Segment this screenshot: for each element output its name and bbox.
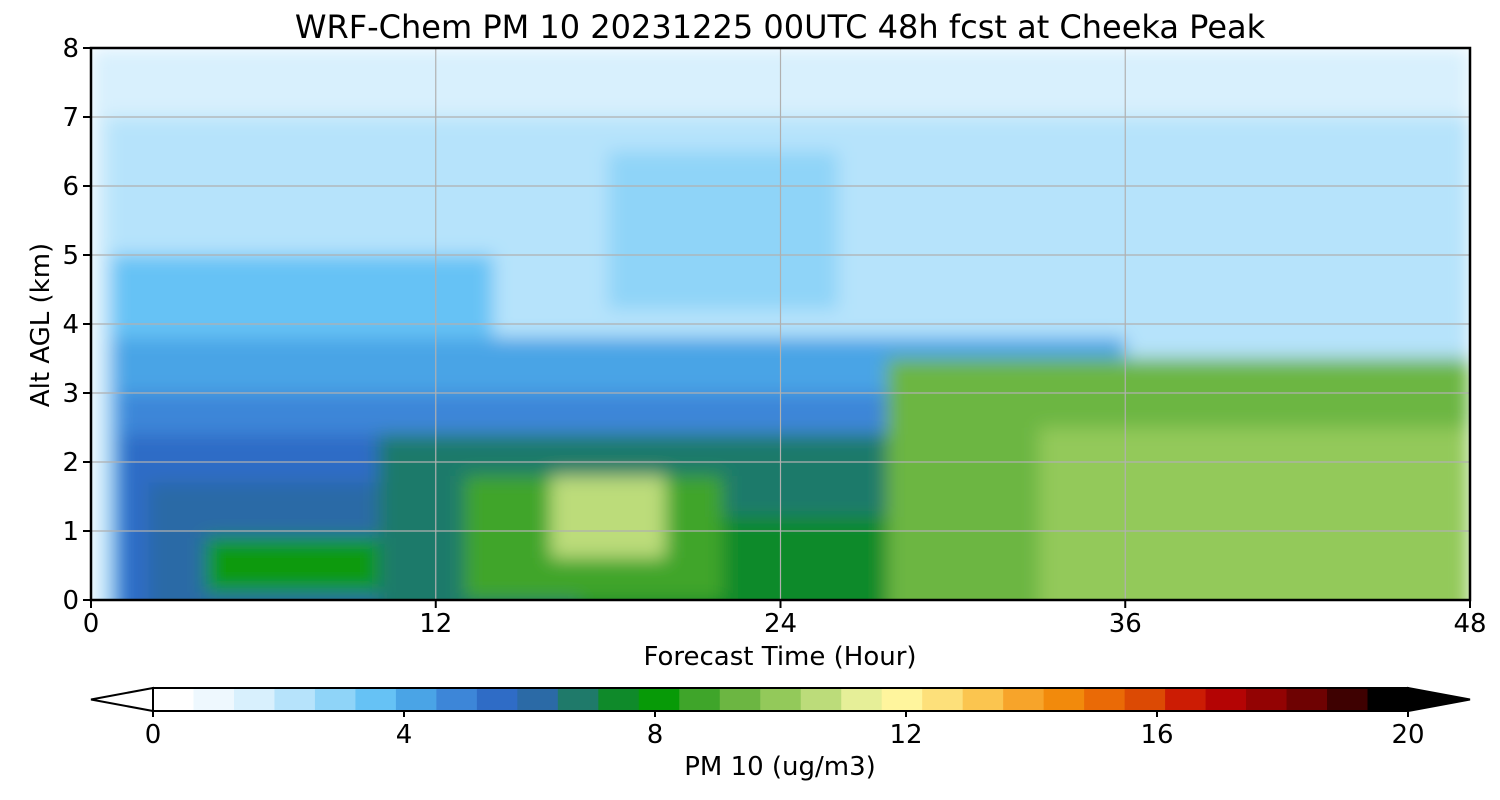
colorbar-swatch: [1246, 688, 1288, 711]
colorbar-swatch: [395, 688, 437, 711]
y-axis-label: Alt AGL (km): [26, 243, 56, 407]
colorbar-extend-max: [1407, 686, 1471, 713]
colorbar-swatch: [274, 688, 316, 711]
x-axis: 0 12 24 36 48: [83, 600, 1487, 639]
y-tick-label: 1: [62, 517, 79, 547]
y-tick-label: 2: [62, 448, 79, 478]
colorbar-tick-label: 0: [145, 720, 162, 750]
x-tick-label: 24: [764, 609, 797, 639]
x-tick-label: 48: [1453, 609, 1486, 639]
colorbar-swatch: [355, 688, 397, 711]
x-tick-label: 36: [1109, 609, 1142, 639]
x-tick-label: 0: [83, 609, 100, 639]
y-tick-label: 3: [62, 379, 79, 409]
colorbar-swatch: [638, 688, 680, 711]
colorbar-swatch: [922, 688, 964, 711]
x-tick-label: 12: [419, 609, 452, 639]
y-tick-label: 4: [62, 310, 79, 340]
y-axis: 0 1 2 3 4 5 6 7 8: [62, 34, 91, 616]
colorbar-tick-label: 8: [647, 720, 664, 750]
colorbar-swatch: [1327, 688, 1369, 711]
colorbar-swatch: [1367, 688, 1409, 711]
colorbar-swatch: [193, 688, 235, 711]
colorbar-swatch: [719, 688, 761, 711]
colorbar-swatch: [881, 688, 923, 711]
y-tick-label: 8: [62, 34, 79, 64]
colorbar: 0 4 8 12 16 20: [90, 686, 1471, 750]
colorbar-extend-min: [90, 686, 154, 713]
contour-region: [550, 475, 666, 558]
colorbar-swatch: [1084, 688, 1126, 711]
contour-region: [205, 537, 379, 593]
colorbar-tick-label: 20: [1391, 720, 1424, 750]
colorbar-swatch: [476, 688, 518, 711]
colorbar-swatch: [1124, 688, 1166, 711]
x-axis-label: Forecast Time (Hour): [643, 642, 916, 672]
colorbar-swatch: [153, 688, 195, 711]
colorbar-swatch: [800, 688, 842, 711]
contour-region: [1039, 427, 1470, 600]
colorbar-swatch: [1165, 688, 1207, 711]
colorbar-tick-label: 12: [889, 720, 922, 750]
colorbar-tick-label: 4: [396, 720, 413, 750]
colorbar-swatch: [1205, 688, 1247, 711]
colorbar-swatch: [841, 688, 883, 711]
colorbar-swatch: [517, 688, 559, 711]
y-tick-label: 7: [62, 103, 79, 133]
colorbar-swatch: [557, 688, 599, 711]
colorbar-swatch: [598, 688, 640, 711]
colorbar-swatch: [760, 688, 802, 711]
colorbar-swatch: [1043, 688, 1085, 711]
colorbar-frame: [152, 687, 1409, 712]
colorbar-swatch: [679, 688, 721, 711]
colorbar-swatch: [314, 688, 357, 711]
y-tick-label: 0: [62, 586, 79, 616]
y-tick-label: 5: [62, 241, 79, 271]
y-tick-label: 6: [62, 172, 79, 202]
colorbar-swatch: [1286, 688, 1328, 711]
colorbar-label: PM 10 (ug/m3): [684, 752, 876, 782]
colorbar-swatch: [233, 688, 276, 711]
colorbar-swatch: [1003, 688, 1045, 711]
colorbar-swatch: [436, 688, 478, 711]
colorbar-swatch: [962, 688, 1004, 711]
colorbar-tick-label: 16: [1140, 720, 1173, 750]
contour-region: [608, 151, 838, 310]
chart-title: WRF-Chem PM 10 20231225 00UTC 48h fcst a…: [295, 8, 1266, 46]
